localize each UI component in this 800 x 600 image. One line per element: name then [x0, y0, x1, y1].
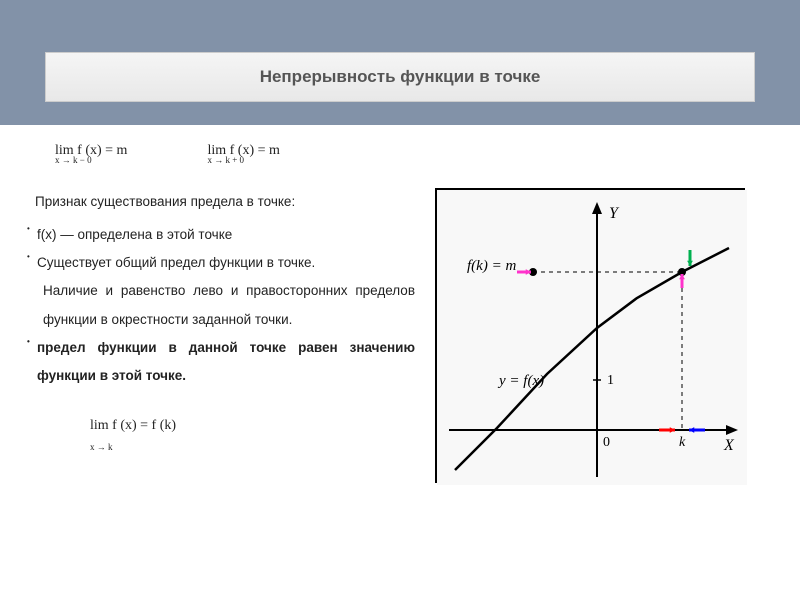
svg-text:X: X [723, 437, 735, 454]
bullet-3: предел функции в данной точке равен знач… [35, 334, 415, 391]
criteria-heading: Признак существования предела в точке: [35, 188, 415, 216]
svg-text:f(k) = m: f(k) = m [467, 258, 516, 274]
bullet-2: Существует общий предел функции в точке. [35, 249, 415, 277]
bullet-2-sub: Наличие и равенство лево и правосторонни… [35, 277, 415, 334]
formula-bottom-top: lim f (x) = f (k) [90, 418, 176, 433]
chart-panel: YX01ky = f(x)f(k) = m [435, 188, 745, 483]
svg-text:1: 1 [607, 373, 614, 388]
page-title: Непрерывность функции в точке [260, 67, 541, 87]
title-bar: Непрерывность функции в точке [45, 52, 755, 102]
formulas-row: lim f (x) = m x → k − 0 lim f (x) = m x … [35, 143, 765, 166]
formula-left: lim f (x) = m x → k − 0 [55, 143, 127, 166]
continuity-chart: YX01ky = f(x)f(k) = m [437, 190, 747, 485]
formula-bottom: lim f (x) = f (k) x → k [35, 411, 415, 457]
text-column: Признак существования предела в точке: f… [35, 188, 415, 483]
formula-bottom-sub: x → k [90, 438, 415, 457]
body-row: Признак существования предела в точке: f… [35, 188, 765, 483]
formula-right: lim f (x) = m x → k + 0 [207, 143, 279, 166]
svg-text:y = f(x): y = f(x) [497, 373, 544, 389]
content-panel: lim f (x) = m x → k − 0 lim f (x) = m x … [0, 125, 800, 600]
bullet-1: f(x) — определена в этой точке [35, 221, 415, 249]
svg-text:k: k [679, 435, 686, 450]
svg-text:0: 0 [603, 435, 610, 450]
